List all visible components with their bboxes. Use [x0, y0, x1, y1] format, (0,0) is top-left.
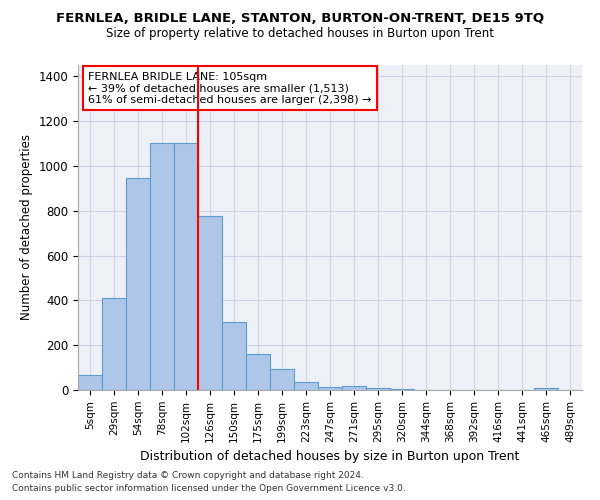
Bar — [198, 216, 222, 390]
Bar — [294, 382, 318, 390]
Bar — [270, 368, 294, 390]
Bar — [126, 178, 150, 390]
Bar — [534, 388, 558, 390]
Text: Contains public sector information licensed under the Open Government Licence v3: Contains public sector information licen… — [12, 484, 406, 493]
Bar — [318, 386, 342, 390]
Bar — [366, 388, 390, 390]
Bar — [222, 322, 246, 390]
Text: FERNLEA, BRIDLE LANE, STANTON, BURTON-ON-TRENT, DE15 9TQ: FERNLEA, BRIDLE LANE, STANTON, BURTON-ON… — [56, 12, 544, 26]
Bar — [246, 354, 270, 390]
X-axis label: Distribution of detached houses by size in Burton upon Trent: Distribution of detached houses by size … — [140, 450, 520, 463]
Text: Contains HM Land Registry data © Crown copyright and database right 2024.: Contains HM Land Registry data © Crown c… — [12, 470, 364, 480]
Bar — [150, 144, 174, 390]
Text: Size of property relative to detached houses in Burton upon Trent: Size of property relative to detached ho… — [106, 28, 494, 40]
Bar — [174, 144, 198, 390]
Text: FERNLEA BRIDLE LANE: 105sqm
← 39% of detached houses are smaller (1,513)
61% of : FERNLEA BRIDLE LANE: 105sqm ← 39% of det… — [88, 72, 371, 104]
Bar — [390, 389, 414, 390]
Y-axis label: Number of detached properties: Number of detached properties — [20, 134, 33, 320]
Bar — [102, 298, 126, 390]
Bar — [342, 386, 366, 390]
Bar — [78, 376, 102, 390]
